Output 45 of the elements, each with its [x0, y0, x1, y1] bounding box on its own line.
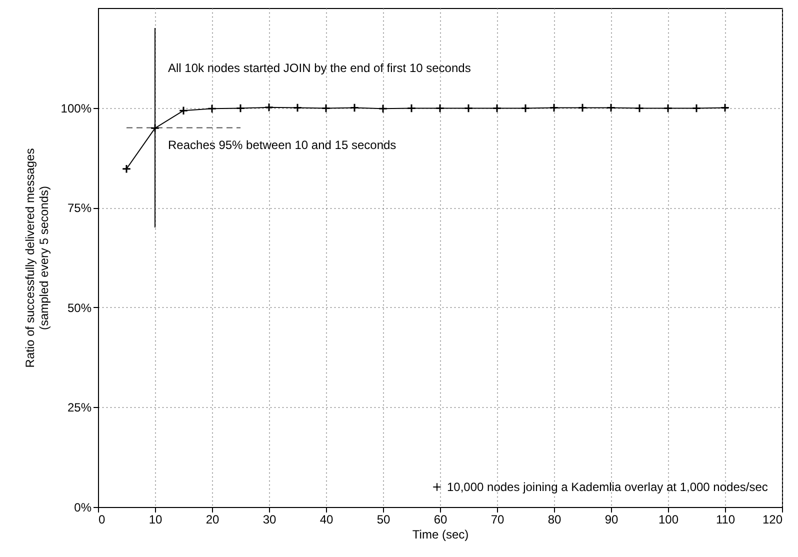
- point: [606, 103, 616, 112]
- x-tick-label: 0: [98, 512, 106, 526]
- x-tick-label: 30: [262, 512, 276, 526]
- x-tick-label: 110: [716, 512, 736, 526]
- point: [122, 164, 132, 174]
- x-tick-label: 20: [206, 512, 220, 526]
- point: [321, 104, 331, 113]
- point: [435, 104, 445, 113]
- x-tick-label: 100: [658, 512, 679, 526]
- point: [350, 103, 360, 112]
- y-tick-label: 50%: [67, 300, 92, 315]
- annotation: Reaches 95% between 10 and 15 seconds: [168, 138, 396, 152]
- x-tick-label: 90: [604, 512, 618, 526]
- point: [292, 103, 302, 112]
- x-tick-label: 50: [376, 512, 390, 526]
- point: [236, 104, 246, 113]
- annotation: All 10k nodes started JOIN by the end of first 10 seconds: [168, 61, 471, 75]
- point: [406, 104, 416, 113]
- y-axis-title: Ratio of successfully delivered messages (sampled every 5 seconds): [22, 148, 51, 368]
- y-tick-label: 100%: [60, 101, 92, 116]
- point: [178, 106, 188, 116]
- y-tick-label: 75%: [67, 201, 92, 216]
- point: [150, 124, 160, 133]
- point: [720, 103, 730, 112]
- x-tick-label: 40: [320, 512, 334, 526]
- point: [578, 103, 588, 112]
- point: [520, 104, 530, 113]
- x-tick-label: 10: [148, 512, 162, 526]
- point: [663, 104, 673, 113]
- point: [264, 102, 274, 112]
- x-tick-label: 60: [434, 512, 448, 526]
- point: [492, 104, 502, 113]
- y-tick-label: 25%: [67, 400, 92, 415]
- x-axis-title: Time (sec): [412, 528, 469, 542]
- point: [207, 104, 217, 114]
- x-tick-label: 70: [490, 512, 504, 526]
- legend-label: 10,000 nodes joining a Kademlia overlay at 1,000 nodes/sec: [447, 480, 768, 494]
- point: [549, 103, 559, 112]
- point: [378, 104, 388, 114]
- point: [692, 104, 702, 113]
- point: [634, 104, 644, 113]
- point: [464, 104, 474, 113]
- y-tick-label: 0%: [74, 500, 92, 514]
- x-tick-label: 120: [762, 512, 783, 526]
- x-tick-label: 80: [548, 512, 562, 526]
